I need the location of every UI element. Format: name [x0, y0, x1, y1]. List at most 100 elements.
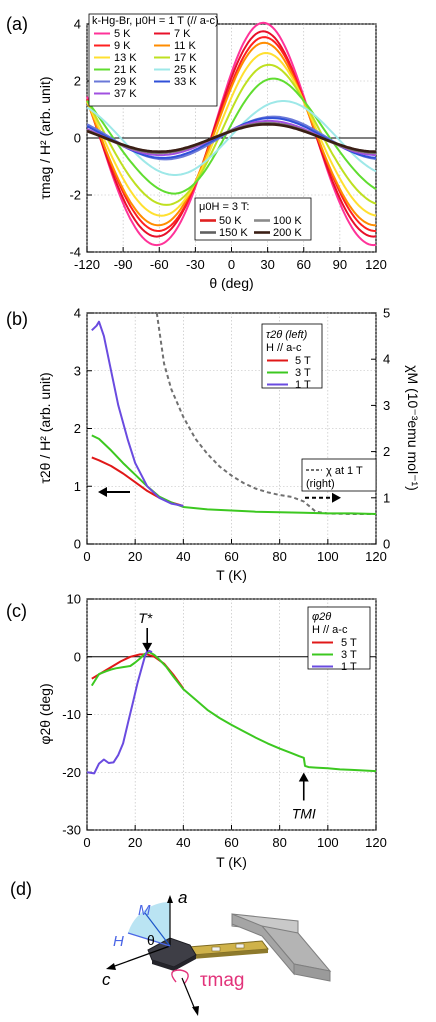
legend-label: 1 T: [341, 661, 357, 673]
chart-a: -120 -90 -60 -30 0 30 60 90 120 -4 -2 0 2 4 k-Hg-Br, μ…: [37, 13, 387, 291]
tstar-label: T*: [138, 610, 153, 626]
magnetization-label: M: [138, 902, 151, 919]
legend2-label: 100 K: [273, 215, 302, 227]
series-line: [86, 650, 153, 775]
tick-label-y2: 1: [383, 490, 390, 505]
tick-label-y: 4: [74, 17, 81, 32]
tick-label-x: 80: [272, 549, 286, 564]
panel-label-c: (c): [6, 601, 27, 621]
legend2-title: μ0H = 3 T:: [199, 201, 249, 213]
legend-label: 17 K: [174, 52, 197, 64]
tick-label-x: -60: [150, 257, 169, 272]
legend-label: 1 T: [295, 379, 311, 391]
tick-label-x: 20: [128, 835, 142, 850]
field-label: H: [113, 933, 124, 950]
tick-label-x: 120: [365, 549, 387, 564]
tick-label-y: -4: [69, 245, 81, 260]
series-line: [86, 123, 377, 153]
chi-legend-label: χ at 1 T: [326, 465, 363, 477]
tick-label-y: 2: [74, 421, 81, 436]
legend-title: φ2θ: [312, 611, 331, 623]
series-line: [86, 100, 377, 176]
tick-label-x: -30: [186, 257, 205, 272]
legend-box: [261, 323, 323, 389]
legend-label: 13 K: [114, 52, 137, 64]
tick-label-y: 0: [74, 537, 81, 552]
tick-label-x: 100: [317, 835, 339, 850]
legend2-label: 150 K: [219, 227, 248, 239]
legend-title: τ2θ (left): [266, 329, 308, 341]
x-axis-label: T (K): [216, 567, 247, 583]
tick-label-y: -10: [62, 707, 81, 722]
tick-label-x: 120: [365, 257, 387, 272]
series-line: [86, 52, 377, 217]
series-line: [90, 651, 377, 773]
series-line: [86, 41, 377, 227]
legend-label: 5 T: [341, 637, 357, 649]
legend-label: 9 K: [114, 40, 131, 52]
left-axis-arrowhead: [98, 487, 107, 498]
x-axis-label: T (K): [216, 854, 247, 870]
tick-label-y: -2: [69, 188, 81, 203]
tick-label-y: -20: [62, 765, 81, 780]
legend-label: 7 K: [174, 28, 191, 40]
crystal: [147, 937, 197, 971]
tick-label-x: 80: [272, 835, 286, 850]
legend-label: 37 K: [114, 88, 137, 100]
tick-label-y: 0: [74, 131, 81, 146]
tstar-arrowhead: [142, 642, 153, 652]
tmi-arrowhead: [298, 772, 309, 782]
axes: [106, 895, 199, 1016]
tick-label-x: 60: [224, 835, 238, 850]
legend-title: k-Hg-Br, μ0H = 1 T (// a-c): [92, 15, 219, 27]
series-line: [86, 77, 377, 195]
legend-box: [88, 13, 218, 107]
panel-label-b: (b): [6, 309, 28, 329]
y-axis-label: τmag / H² (arb. unit): [37, 76, 53, 199]
y2-axis-label: χM (10⁻³emu mol⁻¹): [405, 365, 421, 491]
series-line: [86, 63, 377, 206]
legend-subtitle: H // a-c: [312, 624, 348, 636]
sample-holder: [175, 913, 332, 982]
tick-label-x: 0: [83, 549, 90, 564]
tick-label-x: 0: [228, 257, 235, 272]
tick-label-x: 40: [176, 549, 190, 564]
tick-label-y2: 4: [383, 352, 390, 367]
tick-label-y: 2: [74, 74, 81, 89]
angle-wedge: [128, 902, 170, 946]
tick-label-y: 4: [74, 306, 81, 321]
tick-label-y: 0: [74, 649, 81, 664]
x-axis-label: θ (deg): [209, 275, 253, 291]
series-line: [86, 30, 377, 238]
tick-label-x: -90: [114, 257, 133, 272]
torque-label: τmag: [200, 970, 244, 991]
legend-subtitle: H // a-c: [266, 342, 302, 354]
tick-label-y2: 2: [383, 444, 390, 459]
tick-label-x: 60: [297, 257, 311, 272]
series-line: [91, 434, 377, 515]
tick-label-y: -30: [62, 823, 81, 838]
tick-label-y: 10: [67, 592, 81, 607]
tick-label-x: 0: [83, 835, 90, 850]
series-line: [91, 320, 184, 507]
tick-label-x: -120: [74, 257, 100, 272]
y-axis-label: φ2θ (deg): [37, 683, 53, 744]
legend-label: 5 T: [295, 355, 311, 367]
tmi-label: TMI: [292, 805, 316, 821]
legend-label: 11 K: [174, 40, 196, 52]
legend-label: 21 K: [114, 64, 137, 76]
tick-label-x: 120: [365, 835, 387, 850]
sample-diagram: a c M H θ τmag: [102, 888, 332, 1016]
tick-label-y2: 5: [383, 306, 390, 321]
legend2-label: 200 K: [273, 227, 302, 239]
axis-c-label: c: [102, 970, 111, 989]
chi-line: [155, 312, 376, 515]
tick-label-x: 20: [128, 549, 142, 564]
chi-legend-box: [301, 458, 377, 492]
legend-label: 5 K: [114, 28, 131, 40]
legend2-label: 50 K: [219, 215, 242, 227]
right-axis-arrowhead: [332, 492, 341, 503]
tick-label-x: 90: [333, 257, 347, 272]
tick-label-x: 100: [317, 549, 339, 564]
